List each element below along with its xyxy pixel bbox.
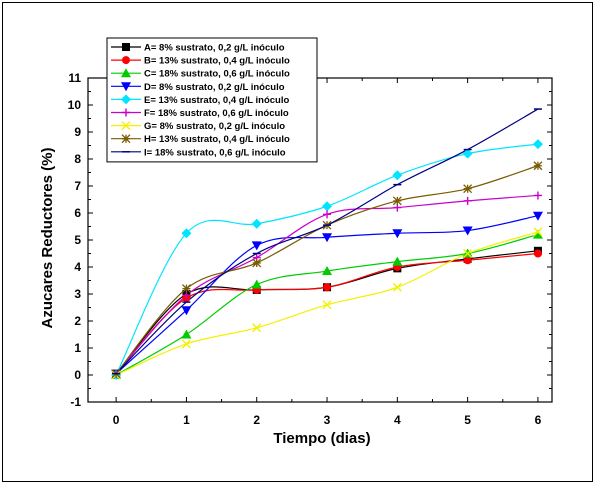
data-point [182,291,191,300]
legend: A= 8% sustrato, 0,2 g/L inóculo B= 13% su… [106,37,318,163]
legend-box [106,37,318,163]
data-point [392,282,402,292]
data-point [322,201,333,212]
legend-entry: B= 13% sustrato, 0,4 g/L inóculo [144,56,290,67]
legend-marker [121,94,131,105]
y-tick-label: 3 [74,287,81,301]
x-tick-label: 0 [113,413,120,427]
data-point [533,161,543,171]
y-tick-label: 9 [74,125,81,139]
legend-entry: H= 13% sustrato, 0,4 g/L inóculo [144,134,290,145]
y-tick-label: 5 [74,233,81,247]
x-tick-label: 4 [394,413,401,427]
data-point [323,283,332,292]
y-tick-label: -1 [70,395,81,409]
legend-entry: G= 8% sustrato, 0,2 g/L inóculo [144,121,285,132]
x-tick-label: 2 [253,413,260,427]
data-point [532,139,543,150]
data-point [181,329,192,339]
data-point [463,184,473,194]
data-point [463,256,472,265]
data-point [181,284,191,294]
data-point [532,229,543,239]
y-tick-label: 0 [74,368,81,382]
y-tick-label: 6 [74,206,81,220]
x-tick-label: 6 [535,413,542,427]
data-point [252,323,262,333]
legend-entry: F= 18% sustrato, 0,6 g/L inóculo [144,108,289,119]
data-point [181,339,191,349]
data-point [392,196,402,206]
x-tick-label: 5 [464,413,471,427]
y-tick-label: 2 [74,314,81,328]
data-point [463,196,472,205]
series-markers [111,108,543,380]
y-tick-label: 7 [74,179,81,193]
data-point [323,210,332,219]
y-tick-label: 1 [74,341,81,355]
y-axis-title: Azucares Reductores (%) [39,148,56,329]
data-point [462,148,473,159]
legend-entry: I= 18% sustrato, 0,6 g/L inóculo [144,147,286,158]
data-point [392,256,403,266]
data-point [462,226,473,236]
legend-entry: C= 18% sustrato, 0,6 g/L inóculo [144,69,290,80]
data-point [322,233,333,243]
y-tick-label: 11 [68,71,81,85]
data-point [393,203,402,212]
data-point [181,228,192,239]
data-point [251,241,262,251]
legend-marker [122,56,130,65]
legend-marker [122,43,130,51]
data-point [392,170,403,181]
data-point [251,279,262,289]
data-point [533,191,542,200]
data-point [251,218,262,229]
y-tick-label: 8 [74,152,81,166]
data-point [322,266,333,276]
y-tick-label: 4 [74,260,81,274]
legend-entry: A= 8% sustrato, 0,2 g/L inóculo [144,43,285,54]
legend-entry: E= 13% sustrato, 0,4 g/L inóculo [144,95,289,106]
legend-marker [122,108,130,117]
x-tick-label: 1 [183,413,190,427]
legend-marker [121,121,131,131]
data-point [533,227,543,237]
y-tick-label: 10 [68,98,82,112]
legend-marker [121,134,131,144]
x-tick-label: 3 [324,413,331,427]
data-point [181,306,192,316]
figure-frame [2,2,593,482]
x-axis-title: Tiempo (dias) [273,430,370,447]
data-point [322,300,332,310]
legend-marker [121,82,131,92]
data-point [532,211,543,221]
legend-entry: D= 8% sustrato, 0,2 g/L inóculo [144,82,285,93]
legend-marker [121,68,131,78]
data-point [533,249,542,258]
data-point [463,249,473,258]
data-point [392,229,403,239]
chart-axes: -1 0 1 2 3 4 5 6 7 8 9 10 11 0 1 2 3 4 5 6 [68,71,553,427]
data-point [252,258,262,268]
